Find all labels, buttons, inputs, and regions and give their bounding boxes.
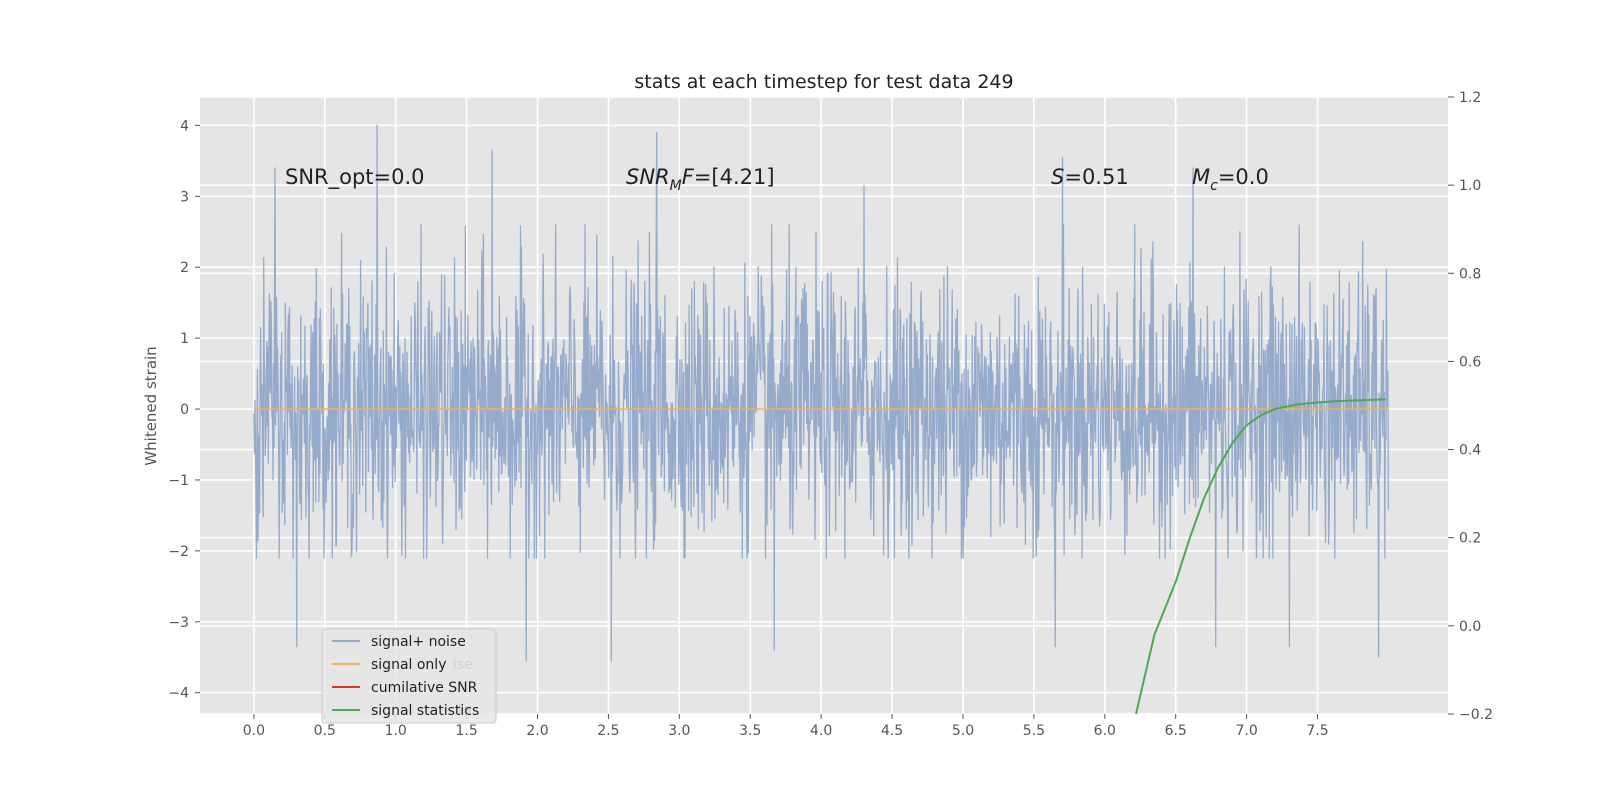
annotation-snr-opt: SNR_opt=0.0 <box>285 165 425 190</box>
y2-tick-label: −0.2 <box>1459 707 1493 723</box>
y-tick-label: 2 <box>180 260 189 276</box>
x-tick-label: 7.0 <box>1235 723 1257 739</box>
y2-tick-label: 1.0 <box>1459 178 1481 194</box>
legend-box <box>321 628 497 724</box>
svg-text:SNRMF=[4.21]: SNRMF=[4.21] <box>626 165 775 194</box>
legend-label-signal-statistics: signal statistics <box>371 703 479 719</box>
annotation-snr-mf-main: SNR <box>626 165 670 189</box>
legend-label-signal-noise: signal+ noise <box>371 634 466 650</box>
x-tick-label: 1.0 <box>385 723 407 739</box>
y2-tick-label: 0.4 <box>1459 443 1481 459</box>
annotation-mc: Mc=0.0 <box>1192 165 1269 194</box>
y2-tick-label: 1.2 <box>1459 90 1481 106</box>
y2-tick-label: 0.8 <box>1459 266 1481 282</box>
y2-tick-label: 0.2 <box>1459 531 1481 547</box>
y-tick-label: 4 <box>180 118 189 134</box>
annotation-s-value: =0.51 <box>1064 165 1128 189</box>
y-axis-label: Whitened strain <box>142 346 160 465</box>
y-tick-label: −1 <box>168 473 189 489</box>
x-tick-label: 0.0 <box>243 723 265 739</box>
y-tick-label: −4 <box>168 686 189 702</box>
annotation-mc-value: =0.0 <box>1218 165 1269 189</box>
y-tick-label: −3 <box>168 615 189 631</box>
x-tick-label: 4.0 <box>810 723 832 739</box>
y2-tick-label: 0.0 <box>1459 619 1481 635</box>
annotation-snr-mf-it: F <box>682 165 695 189</box>
legend-ghost-label-2: ts <box>458 702 471 718</box>
x-tick-label: 2.0 <box>526 723 548 739</box>
x-tick-label: 2.5 <box>597 723 619 739</box>
x-tick-label: 6.0 <box>1094 723 1116 739</box>
annotation-snr-mf-value: =[4.21] <box>694 165 775 189</box>
y-tick-label: −2 <box>168 544 189 560</box>
y-tick-label: 3 <box>180 189 189 205</box>
x-tick-label: 4.5 <box>881 723 903 739</box>
chart-title: stats at each timestep for test data 249 <box>634 71 1013 93</box>
annotation-snr-mf-sub: M <box>670 178 682 194</box>
series-layer <box>253 124 1390 715</box>
series-signal-noise <box>253 124 1390 662</box>
x-tick-label: 5.0 <box>952 723 974 739</box>
x-tick-label: 5.5 <box>1023 723 1045 739</box>
y-tick-label: 0 <box>180 402 189 418</box>
x-tick-label: 3.5 <box>739 723 761 739</box>
annotation-mc-sub: c <box>1210 178 1218 194</box>
axes: 0.0 0.5 1.0 1.5 2.0 2.5 3.0 3.5 4.0 4.5 5.0 5.5 6.0 6… <box>168 90 1493 739</box>
y-tick-label: 1 <box>180 331 189 347</box>
annotation-snr-opt-text: SNR_opt=0.0 <box>285 165 425 190</box>
annotation-s: S=0.51 <box>1051 165 1129 189</box>
x-tick-label: 1.5 <box>455 723 477 739</box>
legend-ghost-label-1: ise <box>453 657 473 673</box>
svg-text:Mc=0.0: Mc=0.0 <box>1192 165 1269 194</box>
annotation-mc-symbol: M <box>1192 165 1210 189</box>
x-tick-label: 3.0 <box>668 723 690 739</box>
x-tick-label: 0.5 <box>314 723 336 739</box>
series-signal-statistics <box>1135 398 1386 715</box>
x-tick-label: 7.5 <box>1306 723 1328 739</box>
legend-label-signal-only: signal only <box>371 657 446 673</box>
legend-label-cumulative-snr: cumilative SNR <box>371 680 478 696</box>
legend: ise ts signal+ noise signal only cumilat… <box>321 628 497 724</box>
annotation-s-symbol: S <box>1051 165 1064 189</box>
y2-tick-label: 0.6 <box>1459 354 1481 370</box>
x-tick-label: 6.5 <box>1165 723 1187 739</box>
svg-text:S=0.51: S=0.51 <box>1051 165 1129 189</box>
annotation-snr-mf: SNRMF=[4.21] <box>626 165 775 194</box>
